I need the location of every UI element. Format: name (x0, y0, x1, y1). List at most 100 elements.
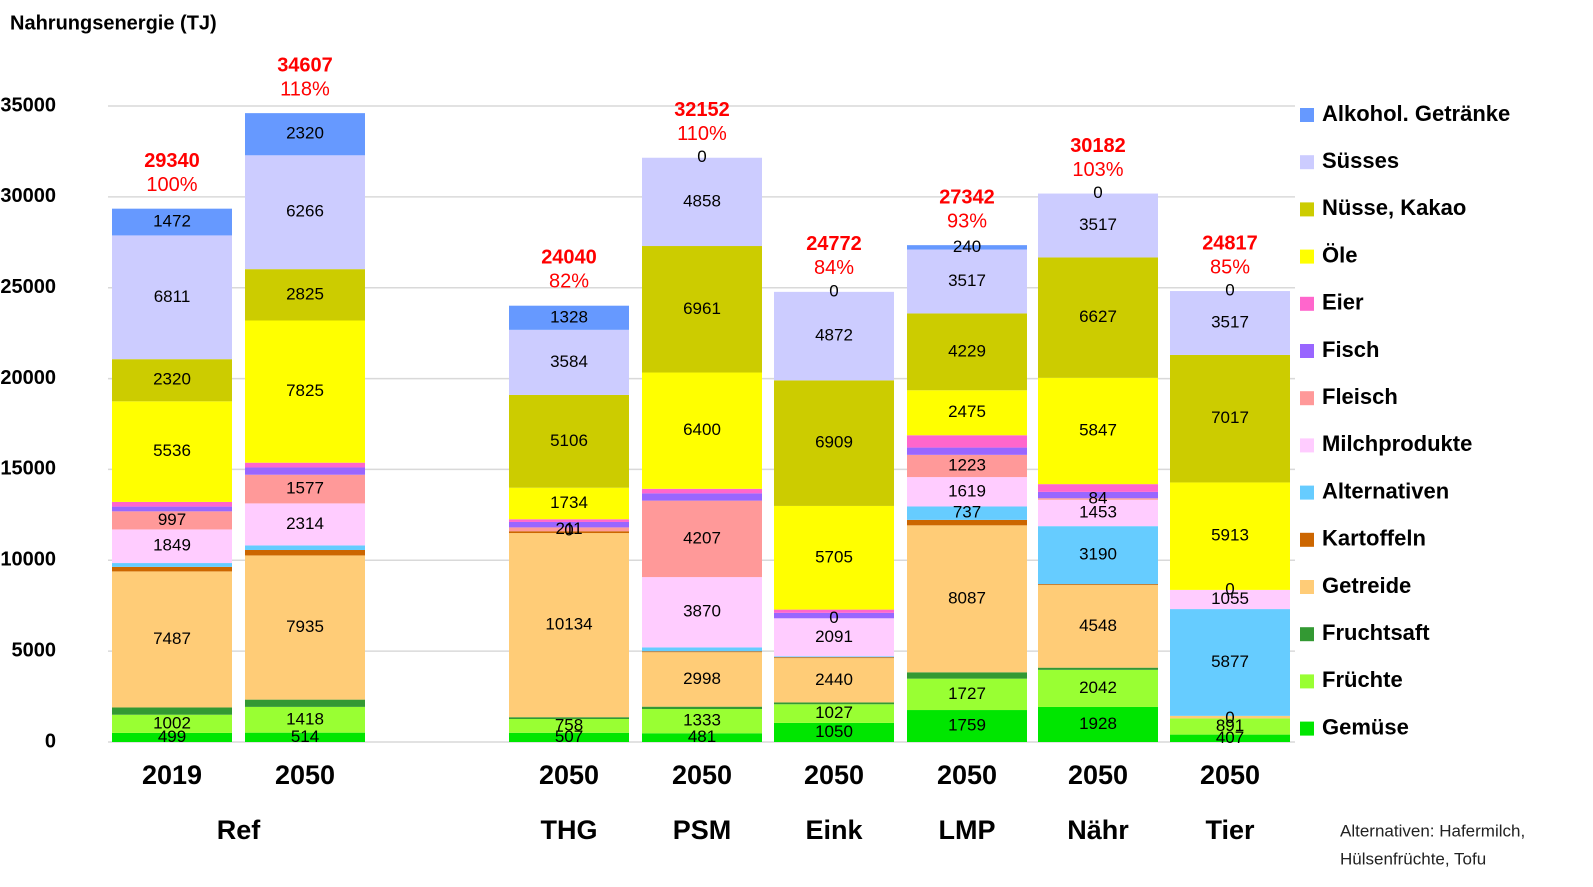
bar-segment (907, 245, 1027, 250)
bar-segment (509, 719, 629, 733)
data-label: 3517 (948, 271, 986, 290)
bar-segment (112, 732, 232, 742)
bar-segment (774, 380, 894, 506)
group-label: Ref (217, 815, 262, 845)
data-label: 1050 (815, 722, 853, 741)
note: Hülsenfrüchte, Tofu (1340, 849, 1486, 868)
bar-segment (1038, 706, 1158, 742)
bar-segment (1170, 609, 1290, 716)
bar-segment (245, 732, 365, 742)
y-tick-label: 20000 (0, 367, 56, 389)
bar-segment (774, 657, 894, 659)
y-tick-label: 30000 (0, 185, 56, 207)
bar-segment (642, 652, 762, 707)
bar-segment (907, 525, 1027, 673)
data-label: 5913 (1211, 526, 1249, 545)
bar-segment (642, 372, 762, 489)
data-label: 2440 (815, 670, 853, 689)
percent-label: 110% (677, 123, 727, 145)
bar-segment (1038, 498, 1158, 500)
data-label: 1849 (153, 536, 191, 555)
data-label: 1734 (550, 493, 588, 512)
data-label: 481 (688, 727, 716, 746)
bar-segment (112, 511, 232, 530)
bar-segment (509, 531, 629, 534)
group-label: LMP (939, 815, 996, 845)
data-label: 1928 (1079, 714, 1117, 733)
data-label: 737 (953, 503, 981, 522)
data-label: 4207 (683, 528, 721, 547)
data-label: 5536 (153, 441, 191, 460)
bar-segment (1170, 482, 1290, 590)
data-label: 1577 (286, 479, 324, 498)
data-label: 2314 (286, 514, 324, 533)
total-label: 24817 (1202, 232, 1258, 254)
bar-segment (509, 394, 629, 488)
legend-swatch (1300, 485, 1314, 500)
bar-segment (509, 717, 629, 720)
bar-segment (509, 521, 629, 528)
data-label: 2320 (286, 124, 324, 143)
legend-label: Fleisch (1322, 384, 1398, 409)
bar-segment (774, 505, 894, 610)
data-label: 84 (1089, 488, 1108, 507)
bar-segment (774, 656, 894, 658)
data-label: 4548 (1079, 616, 1117, 635)
data-label: 1002 (153, 713, 191, 732)
data-label: 0 (1093, 183, 1102, 202)
legend-label: Öle (1322, 242, 1357, 267)
data-label: 4872 (815, 326, 853, 345)
data-label: 2091 (815, 627, 853, 646)
total-label: 32152 (674, 99, 730, 121)
percent-label: 84% (814, 257, 854, 279)
bar-segment (509, 329, 629, 395)
group-label: THG (541, 815, 598, 845)
bar-segment (642, 577, 762, 648)
bar-segment (245, 706, 365, 733)
total-label: 24040 (541, 246, 597, 268)
total-label: 24772 (806, 233, 862, 255)
bar-segment (112, 235, 232, 360)
y-tick-label: 25000 (0, 276, 56, 298)
percent-label: 82% (549, 270, 589, 292)
data-label: 7825 (286, 381, 324, 400)
data-label: 0 (1225, 708, 1234, 727)
bar-segment (907, 678, 1027, 711)
data-label: 3517 (1211, 312, 1249, 331)
data-label: 2825 (286, 284, 324, 303)
data-label: 7935 (286, 617, 324, 636)
bar-segment (774, 658, 894, 703)
bar-segment (774, 704, 894, 723)
bar-segment (774, 609, 894, 613)
note: Alternativen: Hafermilch, (1340, 821, 1525, 840)
bar-segment (1038, 585, 1158, 668)
legend-swatch (1300, 202, 1314, 217)
bar-segment (245, 555, 365, 700)
y-tick-label: 0 (45, 730, 56, 752)
data-label: 1223 (948, 455, 986, 474)
total-label: 30182 (1070, 135, 1126, 157)
bar-segment (907, 313, 1027, 391)
data-label: 1453 (1079, 502, 1117, 521)
data-label: 3517 (1079, 215, 1117, 234)
legend-label: Früchte (1322, 667, 1403, 692)
bar-segment (112, 501, 232, 507)
data-label: 6909 (815, 433, 853, 452)
data-label: 0 (564, 521, 573, 540)
data-label: 5847 (1079, 420, 1117, 439)
bar-segment (907, 447, 1027, 455)
bar-segment (245, 269, 365, 321)
bar-segment (245, 113, 365, 156)
bar-segment (1170, 718, 1290, 735)
legend-swatch (1300, 438, 1314, 453)
data-label: 1328 (550, 307, 588, 326)
legend-swatch (1300, 108, 1314, 122)
legend-swatch (1300, 155, 1314, 170)
legend-label: Fruchtsaft (1322, 620, 1430, 645)
percent-label: 103% (1072, 159, 1123, 181)
bar-segment (774, 702, 894, 705)
x-tick-label: 2050 (1200, 760, 1260, 790)
group-label: Eink (805, 815, 863, 845)
data-label: 4858 (683, 191, 721, 210)
data-label: 2998 (683, 669, 721, 688)
